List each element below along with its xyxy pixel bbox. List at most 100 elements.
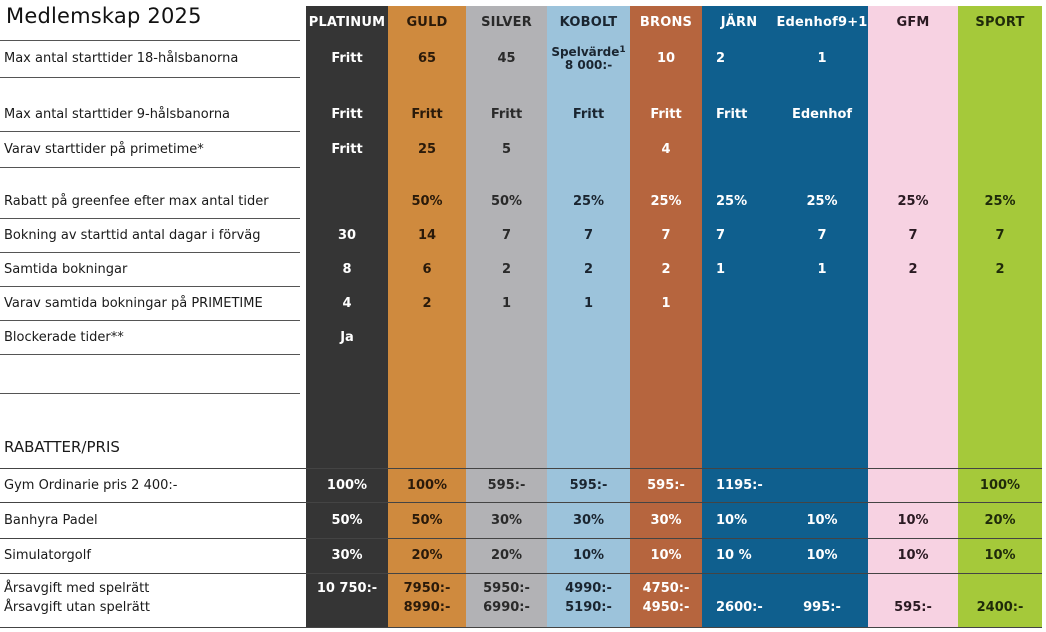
cell-brons-row-7: 1 — [661, 295, 671, 311]
cell-sport-row-4: 25% — [984, 194, 1016, 209]
page-title: Medlemskap 2025 — [6, 4, 202, 28]
fee-cell-silver: 5950:- 6990:- — [466, 579, 547, 627]
column-header-brons: BRONS — [630, 6, 702, 38]
column-edenhof: Edenhof9+1 1 Edenhof 25% 7 1 10% 10% 995:- — [776, 6, 868, 628]
cell-guld-row-6: 6 — [422, 261, 432, 277]
row-label-7: Varav samtida bokningar på PRIMETIME — [4, 295, 263, 311]
cell-silver-row-11: 595:- — [487, 477, 526, 493]
cell-brons-row-2: Fritt — [650, 107, 682, 122]
fee-cell-brons: 4750:- 4950:- — [630, 579, 702, 627]
cell-jarn-row-6: 1 — [716, 261, 726, 277]
column-header-platinum: PLATINUM — [306, 6, 388, 38]
column-header-guld: GULD — [388, 6, 466, 38]
row-divider — [0, 40, 300, 41]
fee-without-sport: 2400:- — [976, 600, 1024, 615]
cell-kobolt-row-7: 1 — [583, 295, 594, 311]
cell-jarn-row-13: 10 % — [716, 548, 752, 563]
row-label-3: Varav starttider på primetime* — [4, 141, 204, 157]
kobolt-spelvarde-amount: 8 000:- — [564, 58, 613, 72]
row-label-1: Max antal starttider 18-hålsbanorna — [4, 51, 239, 66]
cell-platinum-row-3: Fritt — [331, 141, 363, 157]
cell-gfm-row-4: 25% — [897, 194, 929, 209]
column-header-kobolt: KOBOLT — [547, 6, 630, 38]
cell-platinum-row-12: 50% — [331, 512, 363, 528]
fee-without-kobolt: 5190:- — [565, 600, 612, 615]
cell-brons-row-6: 2 — [661, 261, 671, 277]
fee-with-silver: 5950:- — [483, 581, 530, 596]
column-gfm: GFM 25% 7 2 10% 10% 595:- — [868, 6, 958, 628]
cell-jarn-row-2: Fritt — [716, 107, 748, 122]
fee-without-guld: 8990:- — [403, 600, 451, 615]
cell-jarn-row-5: 7 — [716, 227, 726, 243]
cell-platinum-row-11: 100% — [326, 477, 368, 493]
column-header-sport: SPORT — [958, 6, 1042, 38]
column-header-silver: SILVER — [466, 6, 547, 38]
cell-platinum-row-6: 8 — [342, 261, 352, 277]
fee-label-without: Årsavgift utan spelrätt — [4, 600, 150, 615]
cell-guld-row-4: 50% — [411, 194, 443, 209]
column-kobolt: KOBOLT Spelvärde1 8 000:- Fritt 25% 7 2 1 595:- 3… — [547, 6, 630, 628]
cell-guld-row-12: 50% — [411, 512, 443, 528]
row-divider — [0, 393, 300, 394]
cell-brons-row-4: 25% — [650, 194, 682, 209]
row-divider — [0, 573, 1042, 574]
row-divider — [0, 131, 300, 132]
row-label-2: Max antal starttider 9-hålsbanorna — [4, 107, 231, 122]
cell-kobolt-row-5: 7 — [583, 227, 594, 243]
cell-silver-row-2: Fritt — [490, 107, 523, 122]
column-header-gfm: GFM — [868, 6, 958, 38]
cell-guld-row-13: 20% — [411, 548, 443, 563]
row-divider — [0, 252, 300, 253]
cell-brons-row-1: 10 — [656, 51, 676, 66]
cell-platinum-row-5: 30 — [337, 227, 357, 243]
cell-brons-row-5: 7 — [661, 227, 671, 243]
fee-without-brons: 4950:- — [642, 600, 690, 615]
cell-silver-row-6: 2 — [501, 261, 512, 277]
cell-kobolt-row-2: Fritt — [572, 107, 605, 122]
fee-with-platinum: 10 750:- — [316, 581, 378, 596]
cell-edenhof-row-6: 1 — [817, 261, 827, 277]
row-divider — [0, 218, 300, 219]
cell-edenhof-row-13: 10% — [806, 548, 838, 563]
cell-sport-row-11: 100% — [979, 477, 1021, 493]
fee-cell-platinum: 10 750:- — [306, 579, 388, 627]
cell-silver-row-13: 20% — [490, 548, 523, 563]
cell-silver-row-5: 7 — [501, 227, 512, 243]
cell-guld-row-3: 25 — [417, 141, 437, 157]
cell-platinum-row-7: 4 — [342, 295, 352, 311]
row-divider — [0, 77, 300, 78]
fee-without-gfm: 595:- — [894, 600, 932, 615]
row-label-6: Samtida bokningar — [4, 261, 128, 277]
cell-edenhof-row-2: Edenhof — [791, 107, 853, 122]
fee-with-kobolt: 4990:- — [565, 581, 612, 596]
kobolt-spelvarde-text: Spelvärde — [551, 45, 620, 59]
cell-platinum-row-8: Ja — [340, 329, 354, 345]
cell-sport-row-6: 2 — [995, 261, 1005, 277]
row-label-11: Gym Ordinarie pris 2 400:- — [4, 477, 178, 493]
cell-gfm-row-6: 2 — [908, 261, 918, 277]
row-divider — [0, 538, 1042, 539]
column-silver: SILVER 45 Fritt 5 50% 7 2 1 595:- 30% 20% 5950:- 699… — [466, 6, 547, 628]
cell-silver-row-4: 50% — [490, 194, 523, 209]
row-label-12: Banhyra Padel — [4, 512, 98, 528]
cell-edenhof-row-4: 25% — [806, 194, 838, 209]
row-divider — [0, 627, 1042, 628]
column-platinum: PLATINUM Fritt Fritt Fritt 30 8 4 Ja 100% 50% 30% 1… — [306, 6, 388, 628]
cell-edenhof-row-1: 1 — [817, 51, 827, 66]
cell-gfm-row-13: 10% — [897, 548, 929, 563]
row-divider — [0, 286, 300, 287]
cell-kobolt-row-13: 10% — [572, 548, 605, 563]
cell-jarn-row-1: 2 — [716, 51, 726, 66]
cell-platinum-row-2: Fritt — [331, 107, 363, 122]
cell-sport-row-13: 10% — [984, 548, 1016, 563]
cell-kobolt-row-1: Spelvärde1 8 000:- — [547, 40, 630, 77]
fee-cell-guld: 7950:- 8990:- — [388, 579, 466, 627]
cell-gfm-row-12: 10% — [897, 512, 929, 528]
column-header-edenhof: Edenhof9+1 — [776, 6, 868, 38]
cell-edenhof-row-12: 10% — [806, 512, 838, 528]
cell-edenhof-row-5: 7 — [817, 227, 827, 243]
cell-brons-row-12: 30% — [650, 512, 682, 528]
row-divider — [0, 502, 1042, 503]
cell-jarn-row-11: 1195:- — [716, 477, 763, 493]
